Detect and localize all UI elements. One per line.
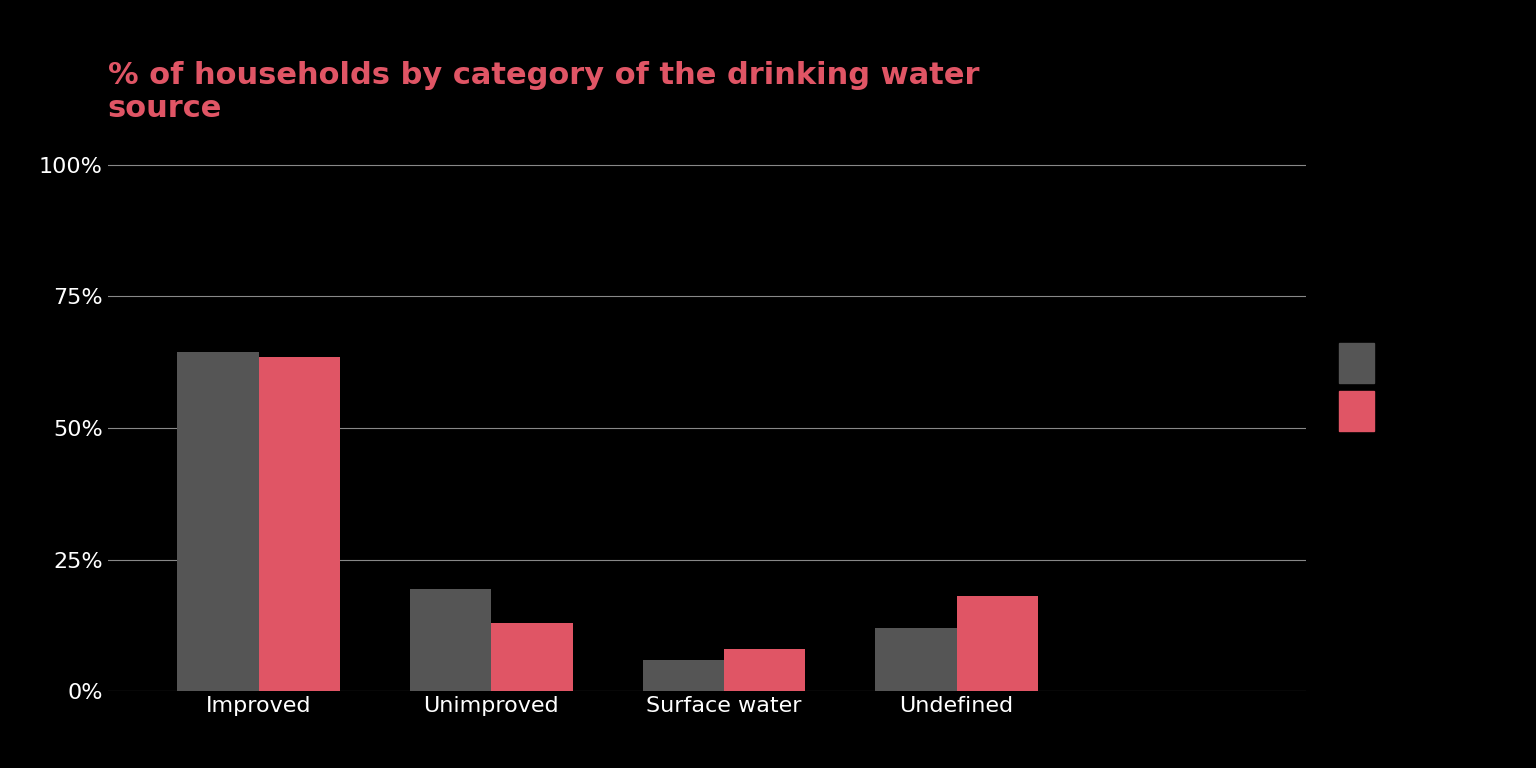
Bar: [876, 628, 957, 691]
Bar: [258, 357, 339, 691]
Bar: [177, 352, 258, 691]
Bar: [642, 660, 723, 691]
Bar: [410, 588, 492, 691]
Text: % of households by category of the drinking water
source: % of households by category of the drink…: [108, 61, 978, 124]
Bar: [957, 597, 1038, 691]
Bar: [723, 649, 805, 691]
Legend: , : ,: [1339, 343, 1384, 431]
Bar: [492, 623, 573, 691]
